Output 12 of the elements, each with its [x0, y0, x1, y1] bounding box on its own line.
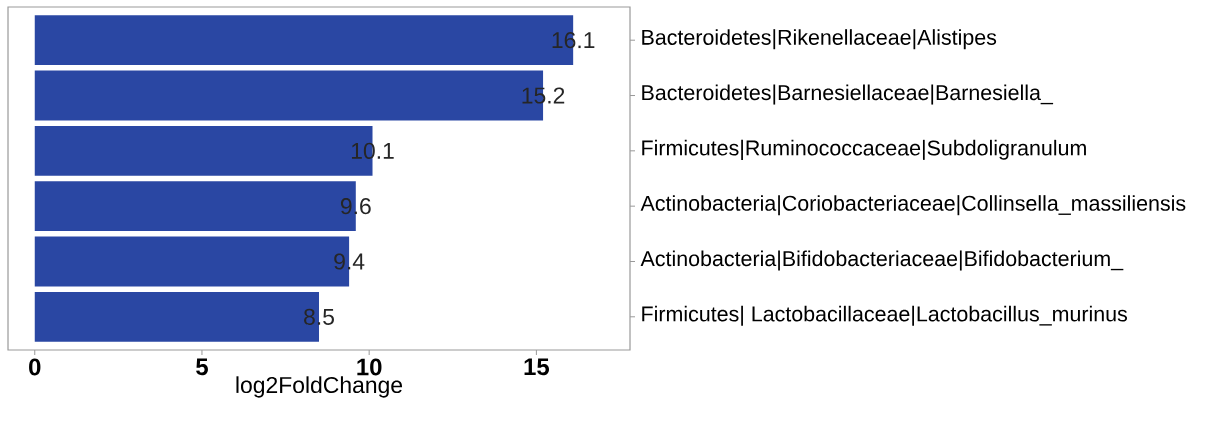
x-tick-label: 0	[29, 358, 41, 376]
y-tick-label: Bacteroidetes|Rikenellaceae|Alistipes	[642, 29, 997, 50]
data-label: 8.5	[304, 308, 334, 325]
x-tick-label: 5	[196, 358, 208, 376]
x-tick-label: 10	[357, 358, 382, 376]
y-tick-label: Actinobacteria|Bifidobacteriaceae|Bifidobacterium_	[640, 250, 1124, 271]
x-tick-label: 15	[524, 358, 549, 376]
y-tick-label: Actinobacteria|Coriobacteriaceae|Collinsella_massiliensis	[640, 195, 1186, 216]
y-tick-label: Firmicutes|Ruminococcaceae|Subdoligranulum	[642, 139, 1086, 160]
y-tick-label: Firmicutes| Lactobacillaceae|Lactobacillus_murinus	[642, 305, 1128, 326]
y-tick-label: Bacteroidetes|Barnesiellaceae|Barnesiella_	[642, 84, 1054, 105]
x-axis-title: log2FoldChange	[236, 376, 403, 398]
